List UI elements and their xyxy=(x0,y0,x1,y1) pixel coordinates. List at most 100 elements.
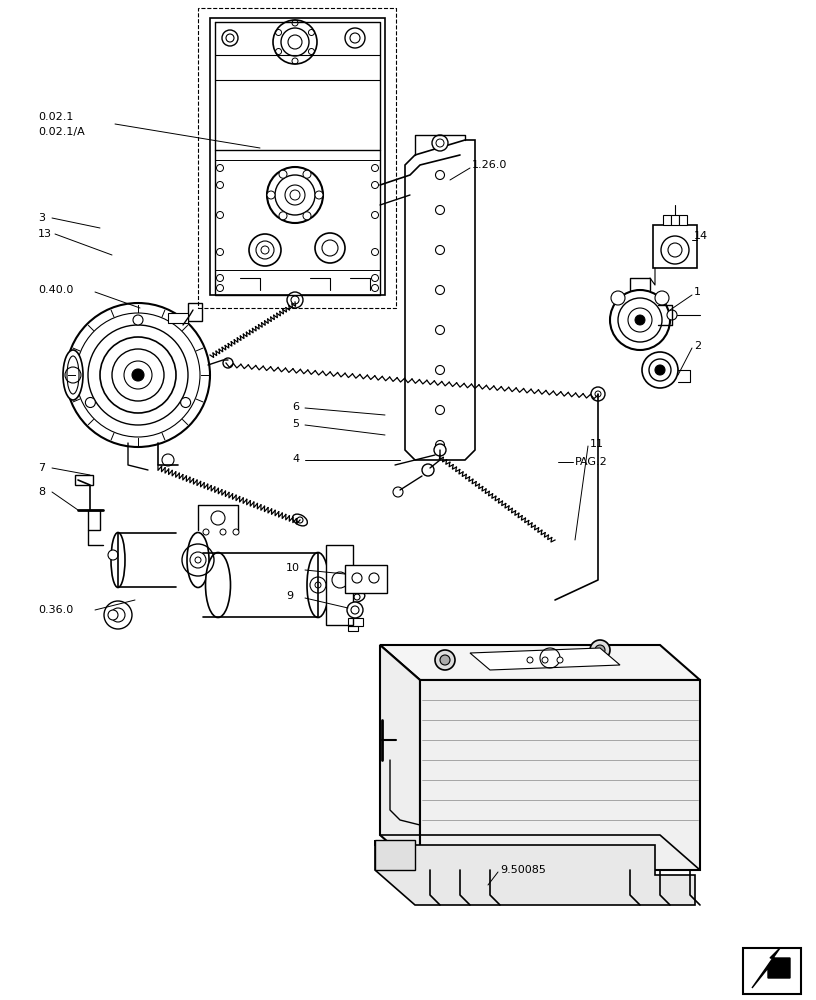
Circle shape xyxy=(436,206,445,215)
Circle shape xyxy=(542,657,548,663)
Text: PAG.2: PAG.2 xyxy=(575,457,608,467)
Circle shape xyxy=(315,191,323,199)
Polygon shape xyxy=(470,648,620,670)
Circle shape xyxy=(667,310,677,320)
Polygon shape xyxy=(210,18,385,295)
Circle shape xyxy=(279,212,287,220)
Circle shape xyxy=(369,573,379,583)
Circle shape xyxy=(216,212,224,219)
Ellipse shape xyxy=(187,532,209,587)
Circle shape xyxy=(133,315,143,325)
Text: 13: 13 xyxy=(38,229,52,239)
Bar xyxy=(88,510,100,530)
Circle shape xyxy=(557,657,563,663)
Circle shape xyxy=(303,170,311,178)
Text: 14: 14 xyxy=(694,231,708,241)
Circle shape xyxy=(432,135,448,151)
Circle shape xyxy=(436,170,445,180)
Text: 0.02.1/A: 0.02.1/A xyxy=(38,127,85,137)
Circle shape xyxy=(108,550,118,560)
Circle shape xyxy=(287,292,303,308)
Circle shape xyxy=(222,30,238,46)
Circle shape xyxy=(440,655,450,665)
Bar xyxy=(743,948,801,994)
Bar xyxy=(348,626,358,631)
Circle shape xyxy=(203,529,209,535)
Bar xyxy=(345,565,387,593)
Circle shape xyxy=(104,601,132,629)
Circle shape xyxy=(611,291,625,305)
Text: 9.50085: 9.50085 xyxy=(500,865,546,875)
Circle shape xyxy=(216,284,224,292)
Circle shape xyxy=(233,529,239,535)
Polygon shape xyxy=(375,840,695,905)
Circle shape xyxy=(249,234,281,266)
Circle shape xyxy=(220,529,226,535)
Circle shape xyxy=(211,511,225,525)
Circle shape xyxy=(436,440,445,450)
Circle shape xyxy=(315,233,345,263)
Circle shape xyxy=(216,274,224,282)
Circle shape xyxy=(273,20,317,64)
Polygon shape xyxy=(380,645,420,870)
Circle shape xyxy=(132,369,144,381)
Circle shape xyxy=(635,315,645,325)
Circle shape xyxy=(371,248,379,255)
Polygon shape xyxy=(380,645,700,680)
Polygon shape xyxy=(420,680,700,870)
Bar xyxy=(679,215,687,225)
Circle shape xyxy=(162,454,174,466)
Circle shape xyxy=(347,602,363,618)
Ellipse shape xyxy=(206,552,230,617)
Circle shape xyxy=(435,650,455,670)
Circle shape xyxy=(436,406,445,414)
Bar xyxy=(168,313,188,323)
Ellipse shape xyxy=(63,350,83,400)
Text: 5: 5 xyxy=(292,419,299,429)
Circle shape xyxy=(371,274,379,282)
Circle shape xyxy=(216,182,224,188)
Bar xyxy=(671,215,679,225)
Bar xyxy=(188,303,202,321)
Circle shape xyxy=(108,610,118,620)
Circle shape xyxy=(267,167,323,223)
Circle shape xyxy=(422,464,434,476)
Text: 11: 11 xyxy=(590,439,604,449)
Circle shape xyxy=(423,465,433,475)
Bar xyxy=(348,618,363,626)
Text: 3: 3 xyxy=(38,213,45,223)
Circle shape xyxy=(590,640,610,660)
Circle shape xyxy=(595,645,605,655)
Text: 1.26.0: 1.26.0 xyxy=(472,160,508,170)
Circle shape xyxy=(303,212,311,220)
Ellipse shape xyxy=(293,514,308,526)
Polygon shape xyxy=(375,840,415,870)
Circle shape xyxy=(642,352,678,388)
Polygon shape xyxy=(326,545,353,625)
Circle shape xyxy=(332,572,348,588)
Text: 2: 2 xyxy=(694,341,701,351)
Polygon shape xyxy=(752,948,790,988)
Circle shape xyxy=(371,284,379,292)
Circle shape xyxy=(610,290,670,350)
Circle shape xyxy=(434,444,446,456)
Circle shape xyxy=(661,236,689,264)
Circle shape xyxy=(216,164,224,172)
Polygon shape xyxy=(405,140,475,460)
Circle shape xyxy=(371,212,379,219)
Circle shape xyxy=(297,517,303,523)
Circle shape xyxy=(436,286,445,294)
Circle shape xyxy=(436,326,445,334)
Circle shape xyxy=(527,657,533,663)
Circle shape xyxy=(354,594,360,600)
Ellipse shape xyxy=(111,532,125,587)
Circle shape xyxy=(352,573,362,583)
Circle shape xyxy=(371,182,379,188)
Circle shape xyxy=(591,387,605,401)
Circle shape xyxy=(180,397,191,408)
Circle shape xyxy=(345,28,365,48)
Circle shape xyxy=(436,245,445,254)
Text: 6: 6 xyxy=(292,402,299,412)
Text: 7: 7 xyxy=(38,463,45,473)
Text: 10: 10 xyxy=(286,563,300,573)
